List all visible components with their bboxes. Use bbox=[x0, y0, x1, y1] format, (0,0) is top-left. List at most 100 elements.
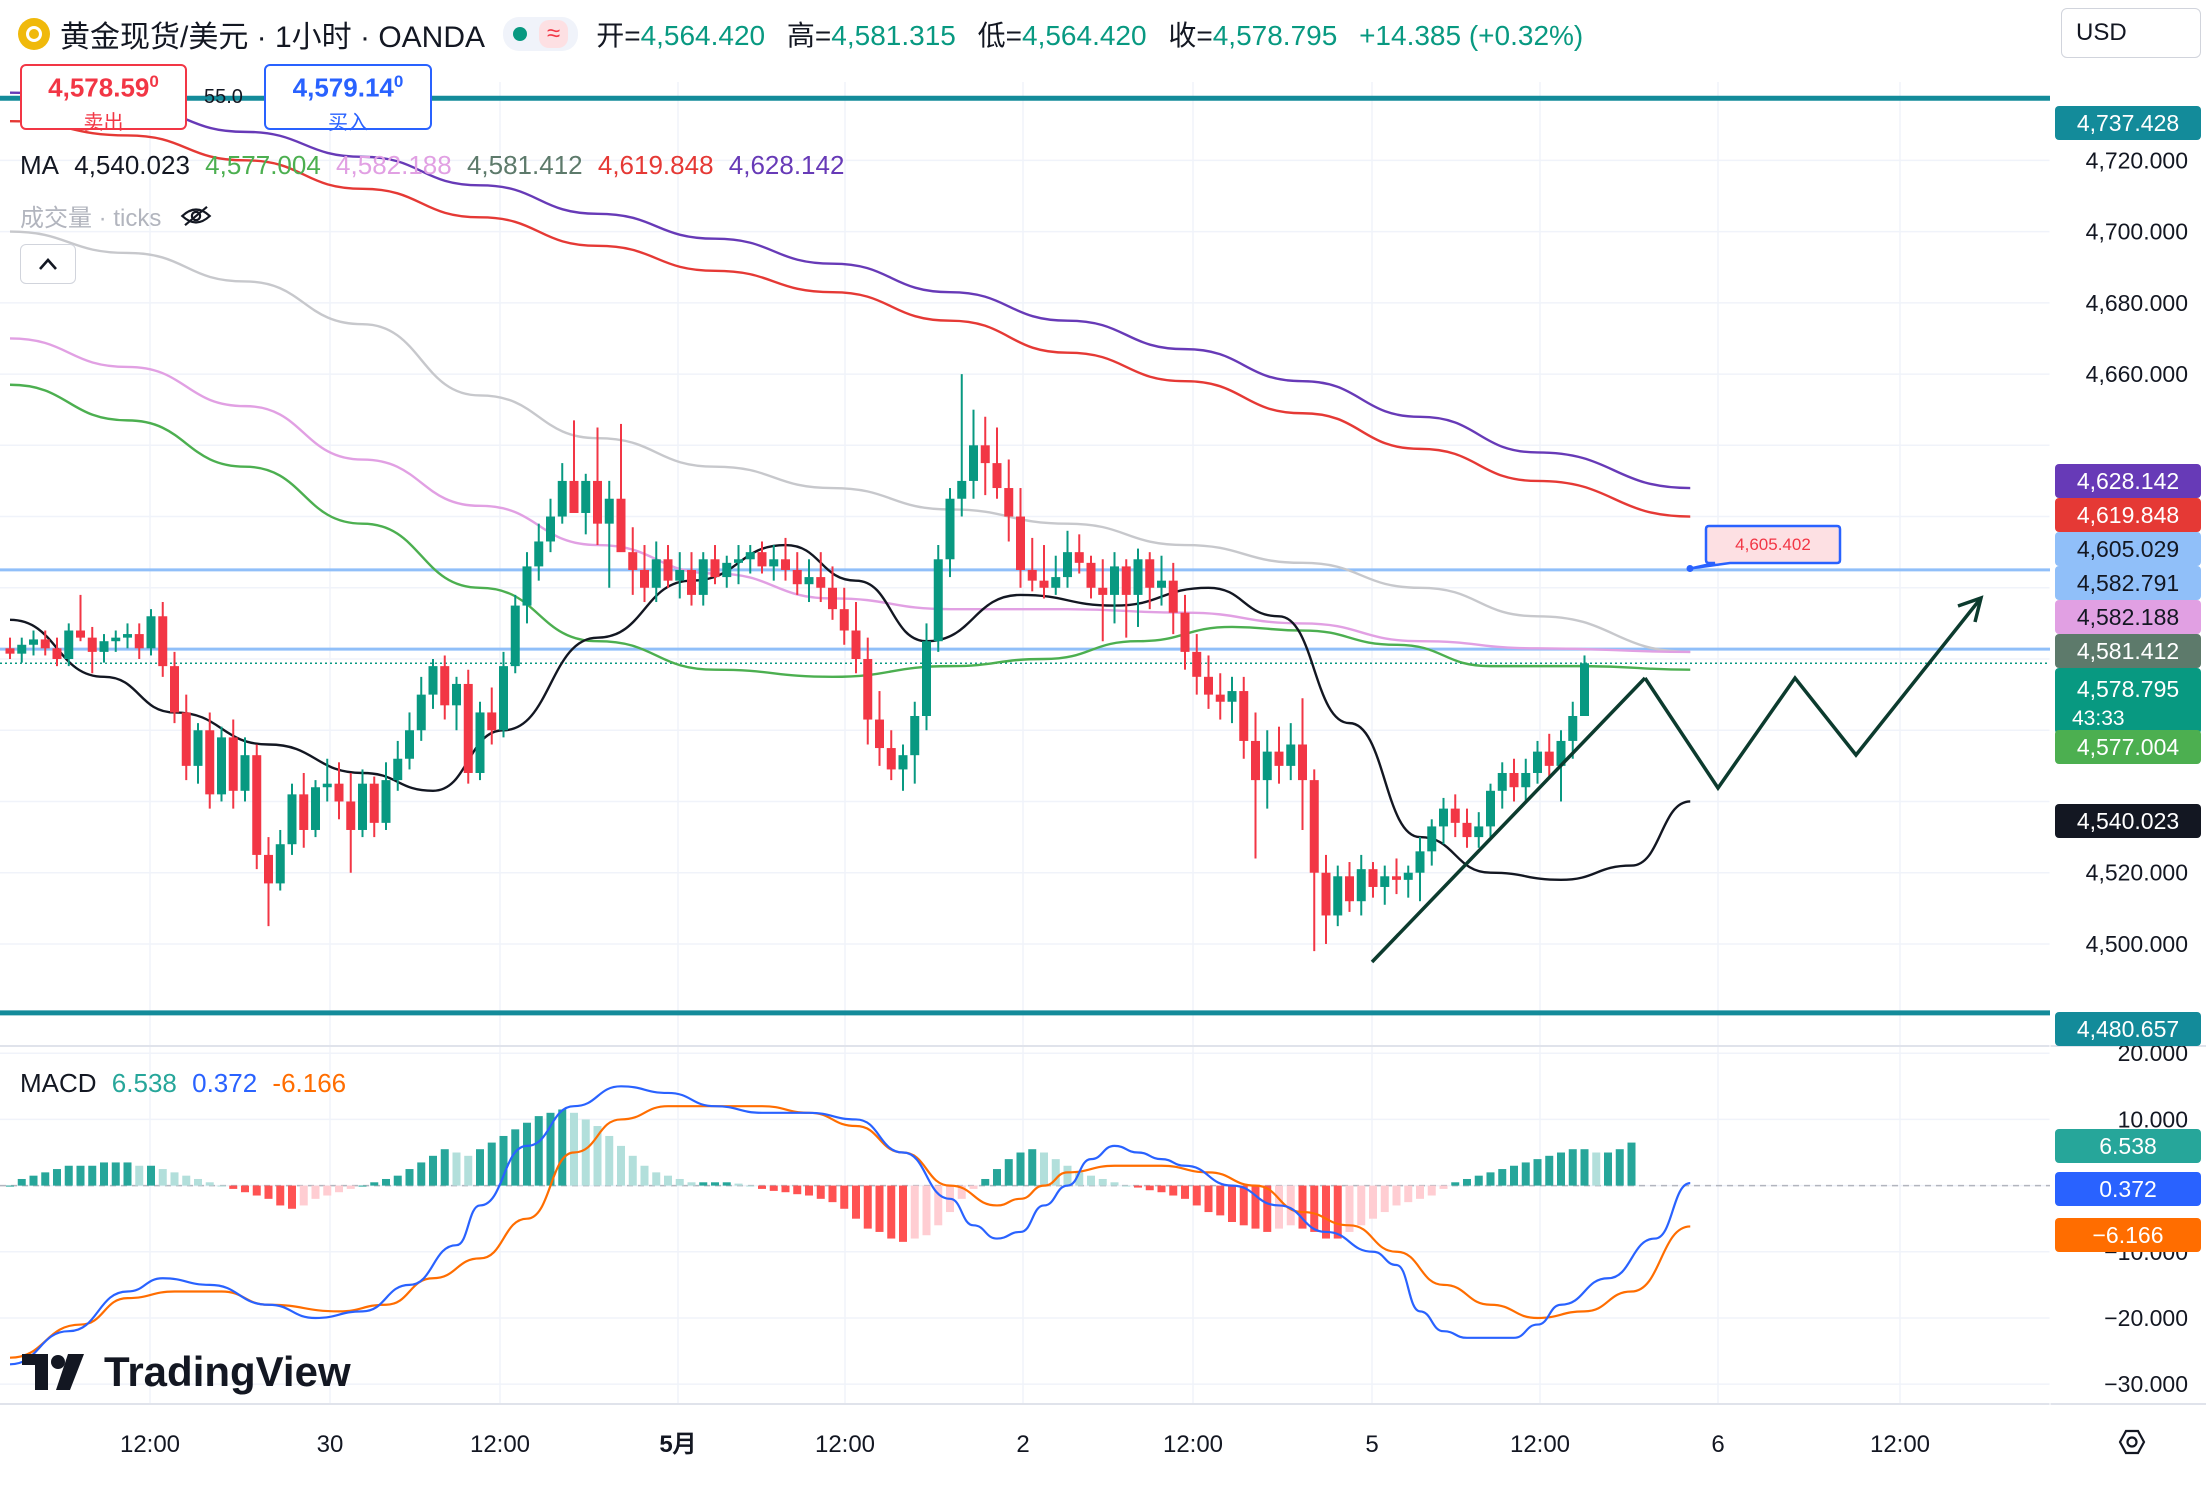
macd-line bbox=[9, 1085, 1691, 1366]
candle-body bbox=[1533, 751, 1542, 773]
candle-body bbox=[1192, 651, 1202, 677]
candle-body bbox=[217, 737, 226, 795]
price-tag: 4,628.142 bbox=[2055, 464, 2201, 498]
candle-body bbox=[1544, 751, 1554, 766]
candle-body bbox=[745, 552, 755, 560]
tradingview-wordmark: TradingView bbox=[104, 1348, 351, 1395]
collapse-button[interactable] bbox=[20, 244, 76, 284]
candle-body bbox=[123, 634, 132, 638]
tradingview-logo[interactable]: TradingView bbox=[22, 1348, 351, 1396]
macd-histogram-bar bbox=[675, 1178, 684, 1186]
macd-legend[interactable]: MACD 6.538 0.372 -6.166 bbox=[20, 1068, 354, 1099]
macd-histogram-bar bbox=[1404, 1185, 1413, 1203]
projection-zigzag bbox=[1643, 596, 1983, 792]
macd-histogram-bar bbox=[217, 1185, 226, 1187]
macd-histogram-bar bbox=[299, 1185, 308, 1206]
price-tag: 4,540.023 bbox=[2055, 804, 2201, 838]
macd-histogram-bar bbox=[511, 1129, 520, 1186]
callout-text: 4,605.402 bbox=[1735, 535, 1811, 554]
ma-line bbox=[9, 91, 1691, 490]
candle-body bbox=[910, 716, 920, 756]
macd-histogram-bar bbox=[1580, 1149, 1589, 1186]
price-tag-text: 6.538 bbox=[2099, 1133, 2157, 1159]
candle-body bbox=[898, 755, 908, 770]
price-tag-text: 4,582.188 bbox=[2077, 604, 2179, 630]
ma-legend-value: 4,540.023 bbox=[74, 150, 190, 180]
candle-body bbox=[1286, 744, 1296, 766]
price-tag-text: 4,577.004 bbox=[2077, 734, 2180, 760]
macd-histogram-bar bbox=[816, 1185, 825, 1199]
macd-histogram-bar bbox=[170, 1172, 179, 1186]
buy-label: 买入 bbox=[328, 111, 368, 134]
price-tag-bg bbox=[2055, 1172, 2201, 1206]
price-tag-bg bbox=[2055, 498, 2201, 532]
candle-body bbox=[1262, 751, 1272, 781]
symbol-title[interactable]: 黄金现货/美元 · 1小时 · OANDA bbox=[60, 21, 486, 54]
ma-line bbox=[9, 383, 1691, 679]
candle-body bbox=[510, 605, 520, 667]
macd-histogram-bar bbox=[852, 1185, 860, 1219]
candle-body bbox=[933, 559, 943, 642]
candle-body bbox=[710, 559, 720, 578]
macd-histogram-bar bbox=[1263, 1185, 1272, 1232]
time-axis-label: 2 bbox=[1016, 1431, 1029, 1458]
high-value: 4,581.315 bbox=[831, 20, 956, 51]
currency-selector[interactable]: USD bbox=[2061, 8, 2201, 58]
candle-body bbox=[1274, 751, 1284, 766]
candle-body bbox=[228, 737, 238, 791]
macd-histogram-bar bbox=[53, 1169, 61, 1186]
candle-body bbox=[1227, 691, 1237, 702]
macd-histogram-bar bbox=[288, 1185, 296, 1209]
time-axis-label: 12:00 bbox=[1163, 1431, 1223, 1458]
candle-body bbox=[99, 641, 109, 652]
candle-body bbox=[628, 552, 638, 570]
market-open-icon bbox=[513, 27, 528, 41]
macd-histogram-bar bbox=[1392, 1185, 1401, 1206]
buy-button[interactable]: 4,579.140 买入 bbox=[264, 64, 432, 134]
macd-histogram-bar bbox=[1169, 1185, 1178, 1196]
macd-histogram-bar bbox=[1204, 1185, 1213, 1213]
macd-histogram-bar bbox=[1134, 1185, 1142, 1188]
candle-body bbox=[957, 480, 967, 499]
macd-histogram-bar bbox=[358, 1185, 367, 1187]
candle-body bbox=[1462, 822, 1472, 838]
macd-histogram-bar bbox=[276, 1185, 285, 1206]
candle-body bbox=[1121, 566, 1131, 595]
price-tag-text: 0.372 bbox=[2099, 1176, 2157, 1202]
macd-histogram-bar bbox=[570, 1112, 578, 1186]
tradingview-icon bbox=[22, 1354, 84, 1390]
price-tag-text: 4,581.412 bbox=[2077, 638, 2179, 664]
macd-histogram-bar bbox=[1028, 1149, 1037, 1186]
price-tag-text: 4,605.029 bbox=[2077, 536, 2179, 562]
price-tag-bg bbox=[2055, 634, 2201, 668]
candle-body bbox=[1298, 744, 1307, 781]
candle-body bbox=[1039, 580, 1049, 588]
macd-histogram-bar bbox=[746, 1185, 755, 1187]
change-value: +14.385 (+0.32%) bbox=[1359, 20, 1584, 51]
sell-button[interactable]: 4,578.590 卖出 bbox=[20, 64, 187, 134]
hidden-eye-icon[interactable] bbox=[179, 205, 213, 227]
low-value: 4,564.420 bbox=[1022, 20, 1147, 51]
time-axis-label: 5月 bbox=[659, 1431, 696, 1458]
macd-histogram-bar bbox=[1439, 1185, 1448, 1189]
macd-histogram-bar bbox=[1310, 1185, 1319, 1232]
settings-gear-icon[interactable] bbox=[2118, 1429, 2146, 1455]
ma-legend[interactable]: MA 4,540.023 4,577.004 4,582.188 4,581.4… bbox=[20, 150, 852, 181]
macd-histogram-bar bbox=[687, 1182, 696, 1186]
candle-body bbox=[616, 498, 626, 553]
macd-histogram-bar bbox=[1004, 1159, 1013, 1186]
candle-body bbox=[875, 719, 884, 749]
gear-outline bbox=[2118, 1429, 2146, 1455]
time-axis-label: 12:00 bbox=[815, 1431, 875, 1458]
macd-histogram-bar bbox=[593, 1126, 602, 1186]
candle-body bbox=[240, 755, 250, 791]
volume-legend[interactable]: 成交量 · ticks bbox=[20, 198, 213, 233]
candle-body bbox=[980, 445, 990, 464]
market-status[interactable]: ≈ bbox=[503, 17, 579, 51]
chevron-up-icon bbox=[39, 258, 57, 270]
candle-body bbox=[816, 577, 826, 588]
price-tag-text: 4,578.795 bbox=[2077, 676, 2179, 702]
candle-body bbox=[1568, 716, 1578, 741]
candle-body bbox=[969, 445, 978, 481]
